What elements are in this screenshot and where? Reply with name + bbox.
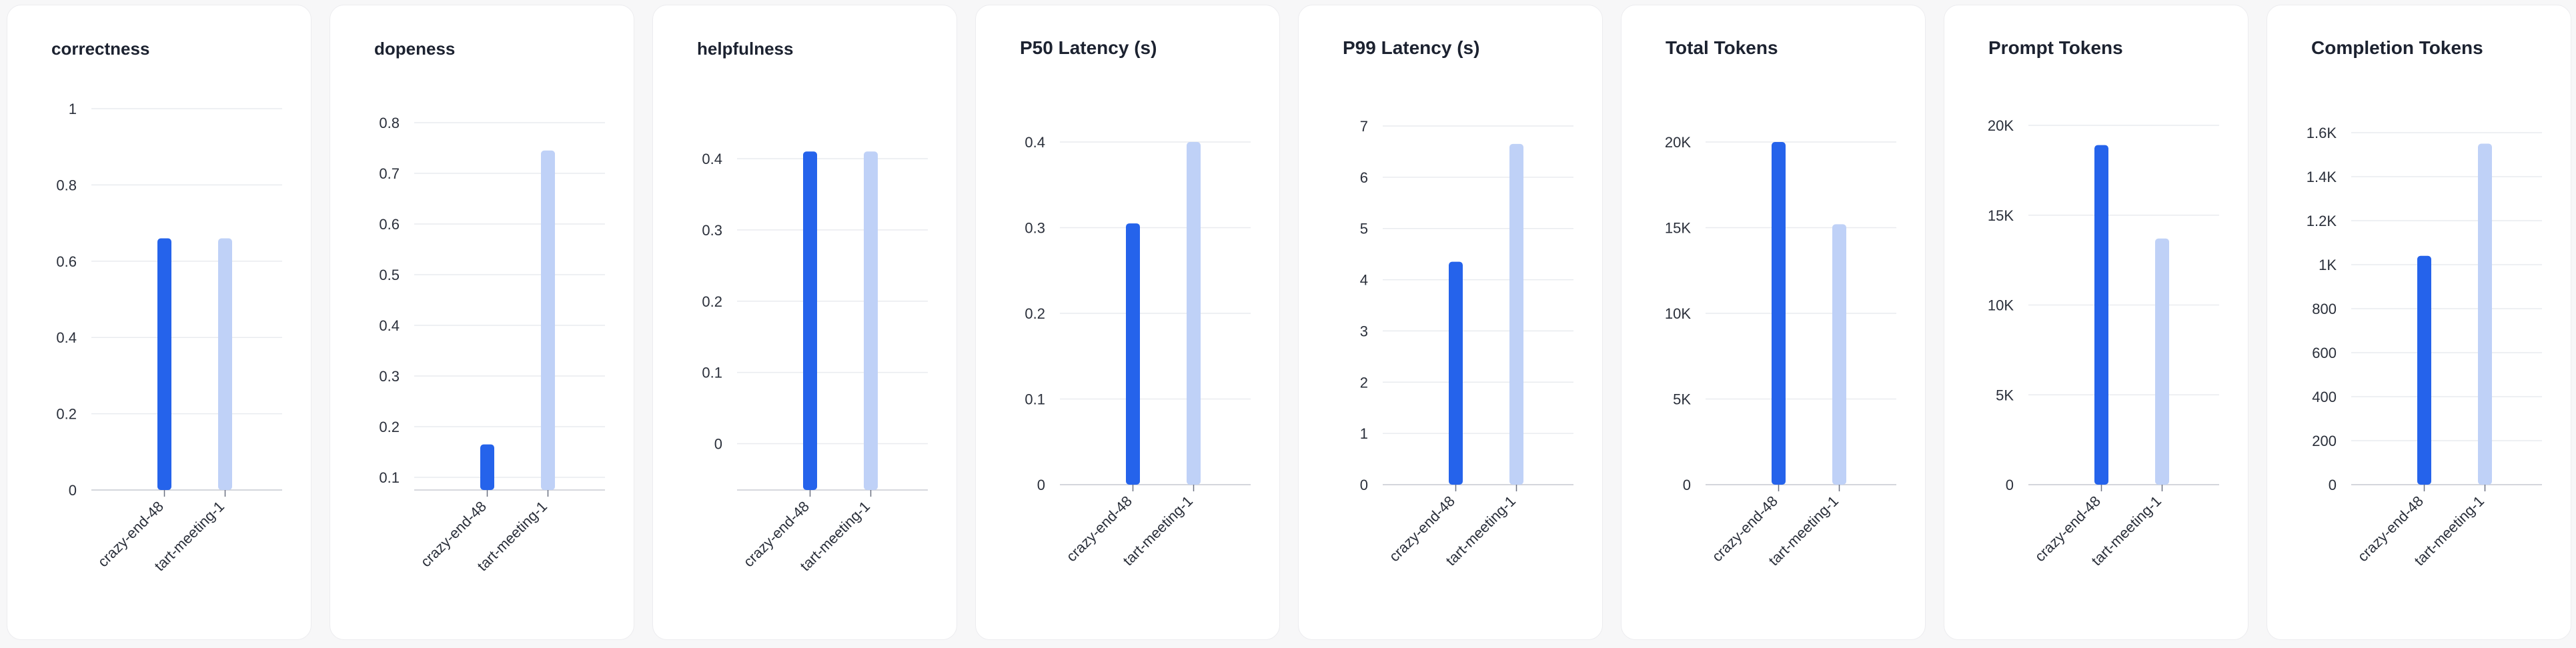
prompt-tokens-chart-card: Prompt Tokens 0 5K 10K 15K 20K crazy-end-48 ta… xyxy=(1944,5,2248,640)
y-tick-label: 10K xyxy=(1988,297,2014,314)
y-tick-label: 0 xyxy=(2329,477,2337,493)
y-tick-label: 0.2 xyxy=(56,406,77,423)
y-tick-label: 5K xyxy=(1996,387,2014,403)
y-tick-label: 0.2 xyxy=(379,419,400,435)
completion-tokens-chart: 02004006008001K1.2K1.4K1.6Kcrazy-end-48t… xyxy=(2307,125,2542,569)
y-tick-label: 10K xyxy=(1665,305,1691,322)
dopeness-chart: 0.10.20.30.40.50.60.70.8crazy-end-48tart… xyxy=(379,115,605,574)
y-tick-label: 5 xyxy=(1360,221,1368,237)
y-tick-label: 0.4 xyxy=(56,329,77,346)
y-tick-label: 3 xyxy=(1360,323,1368,339)
y-tick-label: 1K xyxy=(2319,257,2337,273)
y-tick-label: 15K xyxy=(1988,207,2014,224)
y-tick-label: 0 xyxy=(714,436,722,453)
bar xyxy=(157,238,171,490)
p99-latency-chart-card: P99 Latency (s) 0 1 2 3 4 5 6 7 crazy-end-48 tart… xyxy=(1298,5,1603,640)
y-tick-label: 0.4 xyxy=(702,151,722,167)
bar xyxy=(1772,142,1786,485)
y-tick-label: 7 xyxy=(1360,118,1368,135)
helpfulness-chart-card: helpfulness 0 0.1 0.2 0.3 0.4 crazy-end-48 tar… xyxy=(652,5,957,640)
correctness-chart-card: correctness 0 0.2 0.4 0.6 0.8 1 crazy-end-48 ta… xyxy=(7,5,311,640)
y-tick-label: 0.3 xyxy=(1025,220,1045,237)
bar xyxy=(541,150,555,491)
bar xyxy=(218,238,232,490)
y-tick-label: 0.2 xyxy=(702,293,722,310)
y-tick-label: 1.4K xyxy=(2307,169,2337,185)
bar xyxy=(1126,223,1140,485)
chart-title: correctness xyxy=(51,39,150,59)
y-tick-label: 0.1 xyxy=(379,469,400,486)
y-tick-label: 0.4 xyxy=(379,317,400,334)
bar xyxy=(2417,255,2431,485)
y-tick-label: 0.6 xyxy=(379,216,400,233)
chart-title: P50 Latency (s) xyxy=(1020,37,1157,58)
y-tick-label: 0 xyxy=(1037,477,1045,493)
bar xyxy=(2155,238,2169,485)
y-tick-label: 1.6K xyxy=(2307,125,2337,141)
y-tick-label: 2 xyxy=(1360,374,1368,391)
y-tick-label: 0.1 xyxy=(702,365,722,381)
y-tick-label: 0.6 xyxy=(56,253,77,270)
chart-title: dopeness xyxy=(374,39,456,59)
y-tick-label: 0.8 xyxy=(56,177,77,193)
chart-title: Prompt Tokens xyxy=(1988,37,2123,58)
chart-title: Completion Tokens xyxy=(2311,37,2483,58)
y-tick-label: 0.7 xyxy=(379,165,400,182)
y-tick-label: 200 xyxy=(2312,433,2337,449)
y-tick-label: 6 xyxy=(1360,169,1368,186)
y-tick-label: 0.4 xyxy=(1025,134,1045,151)
y-tick-label: 0.3 xyxy=(379,368,400,385)
y-tick-label: 20K xyxy=(1665,134,1691,151)
y-tick-label: 0 xyxy=(1683,477,1691,493)
y-tick-label: 400 xyxy=(2312,389,2337,405)
bar xyxy=(1187,142,1201,485)
bar xyxy=(1509,143,1523,485)
completion-tokens-chart-card: Completion Tokens 0 200 400 600 800 1K 1.2K 1.4… xyxy=(2267,5,2571,640)
bar xyxy=(864,151,878,490)
bar xyxy=(803,151,817,490)
dopeness-chart-card: dopeness 0.1 0.2 0.3 0.4 0.5 0.6 0.7 0.8 crazy-e… xyxy=(330,5,634,640)
y-tick-label: 0 xyxy=(1360,477,1368,493)
y-tick-label: 1.2K xyxy=(2307,213,2337,229)
y-tick-label: 0.3 xyxy=(702,222,722,239)
y-tick-label: 1 xyxy=(69,101,77,117)
y-tick-label: 0.2 xyxy=(1025,305,1045,322)
bar xyxy=(2478,143,2492,485)
y-tick-label: 15K xyxy=(1665,220,1691,237)
y-tick-label: 4 xyxy=(1360,272,1368,289)
bar xyxy=(2094,145,2108,485)
p50-latency-chart-card: P50 Latency (s) 0 0.1 0.2 0.3 0.4 crazy-end-4… xyxy=(975,5,1280,640)
y-tick-label: 0.8 xyxy=(379,115,400,131)
total-tokens-chart-card: Total Tokens 0 5K 10K 15K 20K crazy-end-48 tar… xyxy=(1621,5,1926,640)
y-tick-label: 1 xyxy=(1360,425,1368,442)
bar xyxy=(1449,261,1463,485)
y-tick-label: 0.1 xyxy=(1025,391,1045,408)
bar xyxy=(480,444,494,490)
y-tick-label: 0 xyxy=(2006,477,2014,493)
y-tick-label: 800 xyxy=(2312,301,2337,317)
y-tick-label: 0.5 xyxy=(379,267,400,283)
y-tick-label: 0 xyxy=(69,482,77,499)
y-tick-label: 5K xyxy=(1673,391,1691,408)
y-tick-label: 20K xyxy=(1988,117,2014,134)
bar xyxy=(1832,224,1846,485)
chart-title: Total Tokens xyxy=(1666,37,1778,58)
chart-title: P99 Latency (s) xyxy=(1343,37,1480,58)
chart-title: helpfulness xyxy=(697,39,794,59)
y-tick-label: 600 xyxy=(2312,345,2337,361)
